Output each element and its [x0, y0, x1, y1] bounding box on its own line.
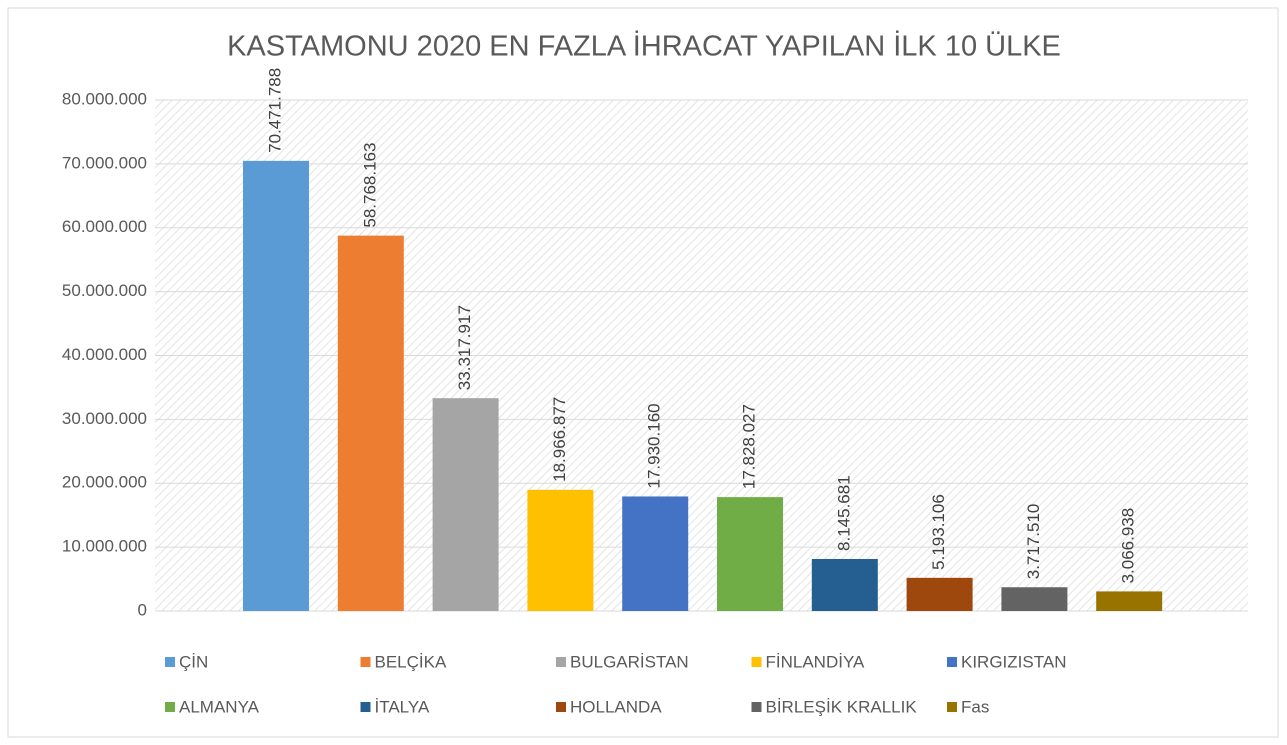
y-tick-label: 30.000.000 — [62, 409, 147, 428]
legend-swatch — [165, 702, 175, 712]
bar — [1096, 591, 1163, 611]
legend-swatch — [165, 657, 175, 667]
data-label: 3.717.510 — [1024, 504, 1043, 580]
legend-swatch — [360, 657, 371, 667]
y-tick-label: 70.000.000 — [62, 153, 147, 172]
data-label: 18.966.877 — [550, 397, 569, 482]
legend-label: BİRLEŞİK KRALLIK — [766, 697, 918, 716]
bar — [527, 489, 594, 611]
legend-label: KIRGIZISTAN — [961, 652, 1066, 671]
data-label: 5.193.106 — [929, 494, 948, 570]
y-tick-label: 20.000.000 — [62, 473, 147, 492]
bar — [432, 398, 499, 611]
data-label: 3.066.938 — [1119, 508, 1138, 584]
y-tick-label: 50.000.000 — [62, 281, 147, 300]
y-tick-label: 80.000.000 — [62, 89, 147, 108]
data-label: 33.317.917 — [455, 305, 474, 390]
bar — [243, 160, 309, 611]
legend-swatch — [360, 702, 371, 712]
bar — [1001, 587, 1068, 611]
bar — [717, 497, 783, 611]
y-tick-label: 60.000.000 — [62, 217, 147, 236]
legend-label: HOLLANDA — [570, 697, 662, 716]
bar — [622, 496, 689, 611]
legend-label: ÇİN — [179, 652, 208, 671]
data-label: 8.145.681 — [834, 475, 853, 551]
y-tick-label: 0 — [138, 600, 147, 619]
legend-swatch — [751, 702, 762, 712]
bar — [337, 235, 404, 612]
legend-label: ALMANYA — [179, 697, 260, 716]
legend-swatch — [556, 702, 566, 712]
bar — [811, 558, 878, 611]
y-tick-label: 40.000.000 — [62, 345, 147, 364]
legend-label: Fas — [961, 697, 989, 716]
legend-label: BULGARİSTAN — [570, 652, 689, 671]
data-label: 70.471.788 — [265, 68, 284, 153]
data-label: 17.828.027 — [739, 404, 758, 489]
y-tick-label: 10.000.000 — [62, 537, 147, 556]
legend-swatch — [556, 657, 566, 667]
legend-label: FİNLANDİYA — [766, 652, 866, 671]
data-label: 17.930.160 — [645, 403, 664, 488]
data-label: 58.768.163 — [360, 143, 379, 228]
legend-label: BELÇİKA — [375, 652, 447, 671]
legend-swatch — [947, 657, 957, 667]
legend-swatch — [947, 702, 957, 712]
legend-swatch — [751, 657, 762, 667]
bar — [906, 577, 973, 611]
chart-title: KASTAMONU 2020 EN FAZLA İHRACAT YAPILAN … — [227, 30, 1061, 63]
legend-label: İTALYA — [375, 697, 430, 716]
